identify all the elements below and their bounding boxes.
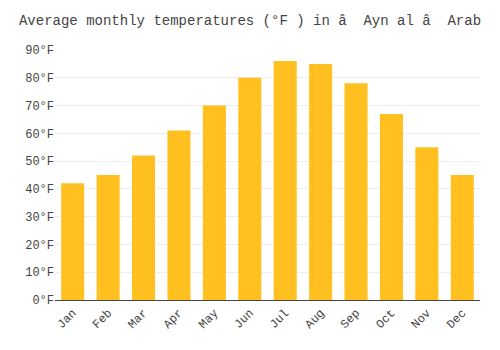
svg-text:10°F: 10°F (25, 266, 54, 280)
svg-text:30°F: 30°F (25, 211, 54, 225)
svg-text:Apr: Apr (161, 307, 186, 332)
svg-text:Mar: Mar (125, 307, 150, 332)
svg-text:Oct: Oct (373, 307, 398, 332)
svg-text:Dec: Dec (444, 307, 469, 332)
svg-text:80°F: 80°F (25, 72, 54, 86)
svg-text:0°F: 0°F (32, 294, 54, 308)
svg-text:70°F: 70°F (25, 100, 54, 114)
svg-text:Jan: Jan (55, 307, 80, 332)
svg-text:40°F: 40°F (25, 183, 54, 197)
svg-text:Aug: Aug (303, 307, 328, 332)
svg-text:Jun: Jun (232, 307, 257, 332)
svg-text:May: May (196, 307, 221, 332)
svg-text:20°F: 20°F (25, 239, 54, 253)
svg-text:Feb: Feb (90, 307, 115, 332)
svg-text:Sep: Sep (338, 307, 363, 332)
svg-text:Jul: Jul (267, 307, 292, 332)
svg-text:Nov: Nov (409, 307, 434, 332)
svg-text:50°F: 50°F (25, 155, 54, 169)
svg-text:Average monthly temperatures (: Average monthly temperatures (°F ) in â … (19, 13, 481, 29)
svg-text:90°F: 90°F (25, 44, 54, 58)
svg-text:60°F: 60°F (25, 128, 54, 142)
